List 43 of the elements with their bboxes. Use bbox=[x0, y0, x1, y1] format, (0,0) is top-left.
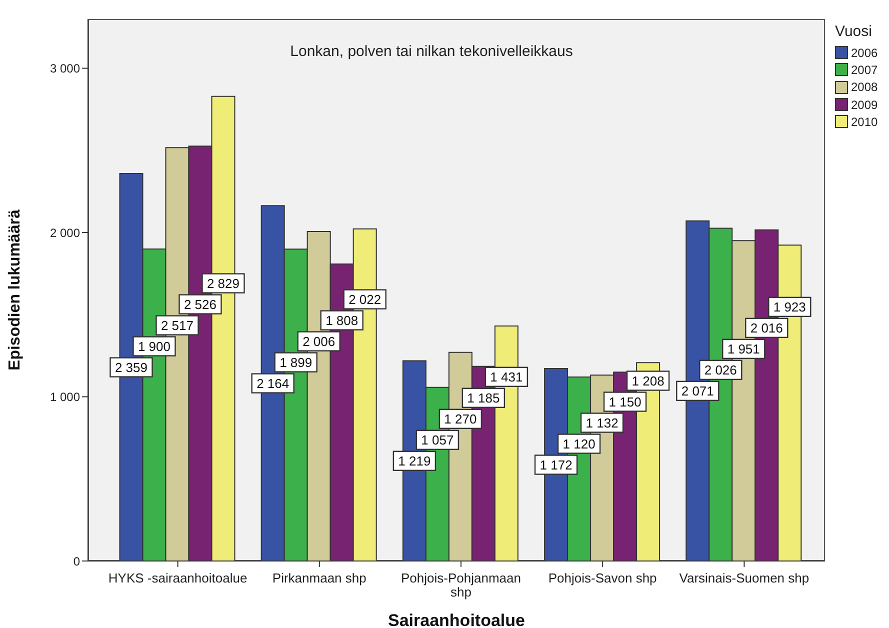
data-label: 1 951 bbox=[727, 341, 760, 356]
data-label: 2 022 bbox=[348, 292, 382, 307]
x-tick-label: HYKS -sairaanhoitoalue bbox=[108, 570, 248, 586]
x-tick-label: Pirkanmaan shp bbox=[272, 570, 366, 586]
x-tick-label: Pohjois-Pohjanmaan shp bbox=[401, 570, 521, 600]
y-tick-label: 1 000 bbox=[50, 390, 80, 404]
x-axis-title: Sairaanhoitoalue bbox=[388, 611, 525, 628]
data-label: 1 185 bbox=[467, 390, 500, 406]
legend-label: 2006 bbox=[851, 46, 878, 60]
data-label: 1 808 bbox=[326, 312, 358, 328]
x-tick-label: Pohjois-Savon shp bbox=[548, 570, 657, 586]
data-label: 1 270 bbox=[444, 411, 477, 426]
x-tick-label: Varsinais-Suomen shp bbox=[679, 570, 810, 586]
data-label: 2 071 bbox=[681, 383, 714, 398]
data-label: 1 923 bbox=[773, 299, 806, 314]
data-label: 1 900 bbox=[138, 338, 171, 354]
data-label: 2 016 bbox=[750, 320, 783, 336]
legend-label: 2009 bbox=[851, 98, 878, 112]
legend-label: 2010 bbox=[851, 114, 878, 129]
data-label: 1 431 bbox=[490, 369, 523, 384]
data-label: 2 026 bbox=[704, 362, 737, 378]
data-label: 1 150 bbox=[608, 394, 642, 410]
y-tick-label: 0 bbox=[73, 554, 80, 568]
data-label: 1 120 bbox=[562, 436, 596, 452]
data-label: 2 829 bbox=[206, 276, 240, 291]
y-tick-label: 3 000 bbox=[50, 62, 80, 76]
data-label: 2 006 bbox=[302, 334, 336, 349]
data-label: 2 517 bbox=[160, 318, 194, 333]
data-label: 1 899 bbox=[280, 354, 312, 370]
data-label: 1 132 bbox=[586, 415, 618, 430]
legend-label: 2008 bbox=[851, 80, 878, 94]
legend-label: 2007 bbox=[851, 62, 878, 77]
data-label: 2 164 bbox=[256, 376, 290, 391]
text: Lonkan, polven tai nilkan tekonivelleikkaus bbox=[289, 43, 574, 60]
legend-title: Vuosi bbox=[835, 23, 873, 40]
data-label: 1 172 bbox=[540, 457, 572, 472]
y-axis-title: Episodien lukumäärä bbox=[6, 209, 24, 370]
data-label: 1 057 bbox=[421, 432, 454, 448]
data-label: 2 526 bbox=[184, 296, 217, 312]
data-label: 1 219 bbox=[398, 453, 431, 468]
data-label: 2 359 bbox=[114, 360, 148, 375]
y-tick-label: 2 000 bbox=[50, 226, 80, 240]
data-label: 1 208 bbox=[632, 373, 664, 388]
